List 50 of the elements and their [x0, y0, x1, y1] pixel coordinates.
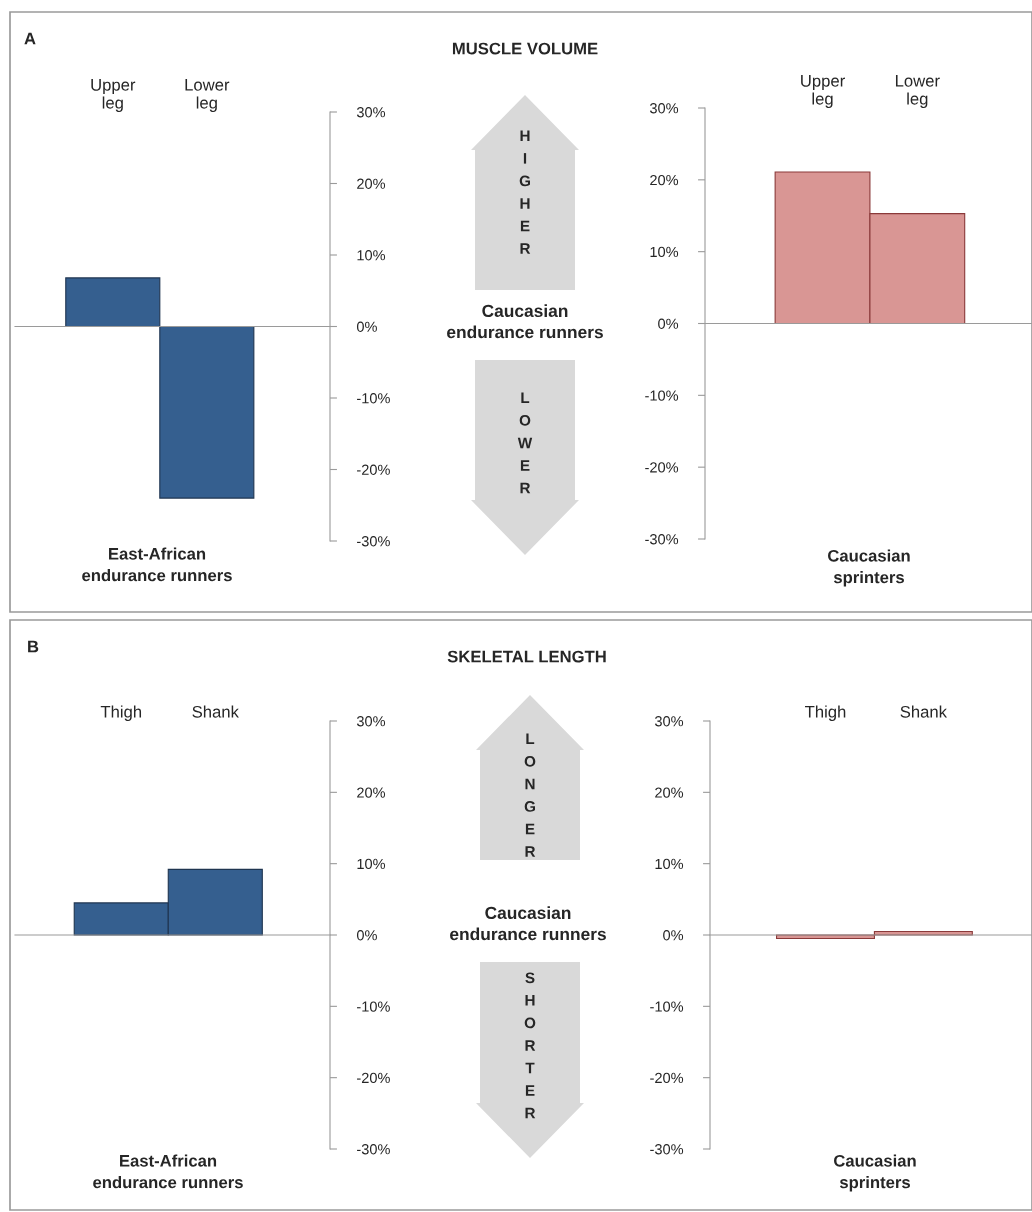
- y-tick-label: -20%: [645, 462, 679, 473]
- y-tick-label: -10%: [645, 390, 679, 401]
- y-tick-label: -30%: [645, 534, 679, 545]
- y-tick-label: -10%: [650, 1001, 684, 1012]
- y-tick-label: -30%: [357, 536, 390, 547]
- y-tick-label: 30%: [356, 107, 386, 118]
- text: SKELETAL LENGTH: [447, 650, 606, 663]
- text: LONGER: [524, 733, 536, 857]
- text: LOWER: [517, 392, 533, 494]
- y-tick-label: 30%: [649, 103, 679, 114]
- x-axis-title: East-African endurance runners: [82, 547, 232, 582]
- x-tick-label: Lower leg: [185, 79, 230, 112]
- y-tick-label: 0%: [356, 930, 377, 941]
- y-tick-label: 30%: [654, 716, 684, 727]
- y-tick-label: 10%: [655, 858, 684, 870]
- x-tick-label: Lower leg: [895, 75, 940, 108]
- x-tick-label: Shank: [900, 705, 948, 718]
- y-tick-label: 20%: [655, 787, 684, 798]
- y-tick-label: 30%: [356, 716, 386, 727]
- x-axis-title: Caucasian sprinters: [834, 1154, 916, 1192]
- y-tick-label: -30%: [650, 1144, 684, 1155]
- y-tick-label: 10%: [357, 250, 386, 261]
- y-tick-label: -30%: [357, 1144, 390, 1155]
- x-tick-label: Upper leg: [91, 79, 136, 112]
- y-tick-label: 0%: [663, 930, 684, 941]
- y-tick-label: -10%: [357, 1001, 390, 1012]
- y-tick-label: 10%: [650, 246, 679, 258]
- y-tick-label: -20%: [357, 1072, 390, 1084]
- y-tick-label: 0%: [658, 318, 679, 329]
- y-tick-label: 20%: [357, 787, 386, 798]
- x-tick-label: Upper leg: [801, 75, 845, 108]
- y-tick-label: 20%: [650, 174, 679, 186]
- x-axis-title: East-African endurance runners: [93, 1154, 243, 1189]
- text: B: [28, 640, 39, 653]
- x-tick-label: Thigh: [805, 705, 846, 721]
- y-tick-label: 20%: [357, 178, 386, 189]
- y-tick-label: -20%: [650, 1072, 684, 1084]
- text: MUSCLE VOLUME: [452, 42, 598, 55]
- y-tick-label: -10%: [357, 393, 390, 404]
- text: Caucasian endurance runners: [450, 906, 606, 941]
- y-tick-label: 10%: [357, 858, 386, 870]
- x-axis-title: Caucasian sprinters: [828, 549, 910, 587]
- text: HIGHER: [519, 130, 531, 254]
- x-tick-label: Thigh: [100, 705, 142, 721]
- text: SHORTER: [524, 972, 536, 1119]
- x-tick-label: Shank: [192, 705, 239, 718]
- text: A: [24, 32, 36, 45]
- y-tick-label: 0%: [356, 321, 377, 332]
- y-tick-label: -20%: [357, 464, 390, 475]
- text: Caucasian endurance runners: [447, 304, 603, 339]
